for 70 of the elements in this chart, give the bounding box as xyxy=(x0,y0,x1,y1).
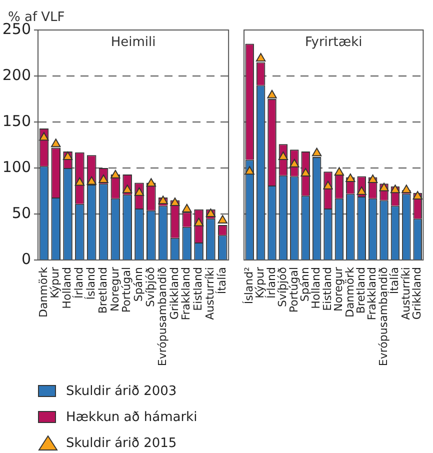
x-tick-label: Frakkland xyxy=(366,267,379,320)
point xyxy=(379,182,389,192)
point xyxy=(51,138,61,148)
point xyxy=(244,166,254,175)
point xyxy=(402,184,412,194)
point xyxy=(356,186,366,195)
point xyxy=(323,180,333,190)
point xyxy=(146,178,156,187)
x-tick-label: Austurríki xyxy=(204,267,217,320)
x-tick-label: Noregur xyxy=(108,266,122,312)
point xyxy=(86,176,96,185)
x-tick-label: Spánn xyxy=(132,266,146,302)
x-tick-label: Ísland xyxy=(83,267,98,300)
x-tick-label: Svíþjóð xyxy=(276,266,290,308)
point xyxy=(182,204,192,212)
point xyxy=(334,167,344,176)
x-tick-label: Evrópusambandið xyxy=(376,266,390,366)
point xyxy=(300,168,310,177)
point xyxy=(134,187,144,196)
legend-label: Skuldir árið 2015 xyxy=(66,436,177,450)
point xyxy=(312,148,322,156)
y-tick-label: 50 xyxy=(12,204,31,222)
x-tick-label: Eistland xyxy=(320,267,334,311)
point xyxy=(170,197,180,206)
x-tick-label: Evrópusambandið xyxy=(156,266,169,366)
point xyxy=(368,174,378,183)
x-tick-label: Bretland xyxy=(354,267,368,314)
x-tick-label: Ísland² xyxy=(241,267,256,304)
x-tick-label: Bretland xyxy=(96,267,110,314)
point xyxy=(290,158,300,168)
x-tick-label: Kýpur xyxy=(48,266,62,298)
x-tick-label: Portúgal xyxy=(287,267,300,313)
x-tick-label: Spánn xyxy=(298,266,312,302)
chart-title: Heimili xyxy=(110,34,156,50)
legend-label: Hækkun að hámarki xyxy=(66,410,198,424)
point xyxy=(98,174,108,183)
point xyxy=(412,191,422,200)
point xyxy=(194,218,204,226)
x-tick-label: Frakkland xyxy=(180,267,193,320)
y-tick-label: 0 xyxy=(21,250,31,268)
point xyxy=(390,184,400,194)
chart-title: Fyrirtæki xyxy=(304,34,362,50)
x-tick-label: Holland xyxy=(310,267,323,309)
x-tick-label: Svíþjóð xyxy=(144,266,158,308)
x-tick-label: Noregur xyxy=(332,266,346,312)
x-tick-label: Írland xyxy=(72,267,86,299)
point xyxy=(346,174,356,182)
x-tick-label: Ítalía xyxy=(214,267,228,294)
x-tick-label: Danmörk xyxy=(36,266,50,318)
point xyxy=(62,151,73,160)
y-tick-label: 100 xyxy=(2,158,31,176)
x-tick-label: Eistland xyxy=(192,267,205,311)
x-tick-label: Ítalía xyxy=(387,267,402,294)
x-tick-label: Grikkland xyxy=(410,267,424,320)
x-tick-label: Portúgal xyxy=(120,267,134,313)
point xyxy=(256,53,266,62)
point xyxy=(267,90,277,98)
point xyxy=(122,184,132,194)
x-tick-label: Danmörk xyxy=(343,266,356,318)
point xyxy=(110,170,120,178)
y-tick-label: 200 xyxy=(2,66,31,84)
y-tick-label: 150 xyxy=(2,112,31,130)
legend-label: Skuldir árið 2003 xyxy=(66,384,177,398)
x-tick-label: Austurríki xyxy=(399,267,412,320)
point xyxy=(278,151,288,160)
point xyxy=(74,177,85,186)
point xyxy=(39,132,49,141)
x-tick-label: Holland xyxy=(60,267,74,309)
x-tick-label: Grikkland xyxy=(168,267,181,320)
point xyxy=(218,214,228,224)
